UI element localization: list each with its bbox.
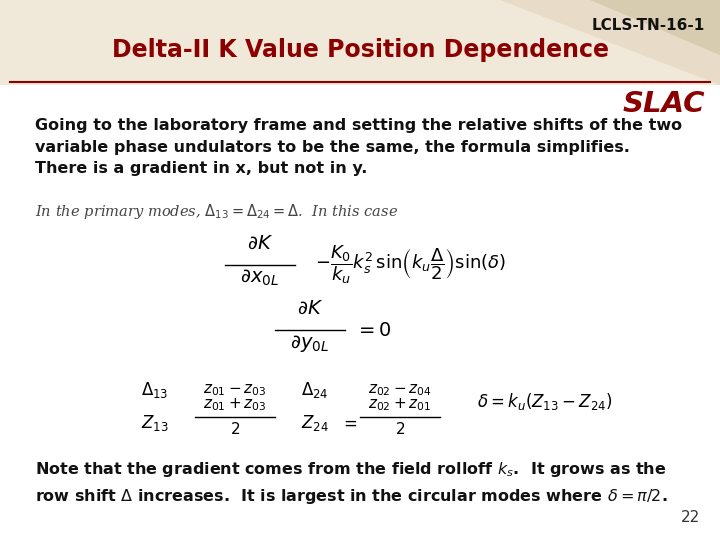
Bar [0, 0, 720, 85]
Text: $2$: $2$ [395, 421, 405, 437]
Text: $\partial K$: $\partial K$ [297, 299, 323, 318]
Text: $Z_{13}$: $Z_{13}$ [141, 413, 168, 433]
Text: $z_{01} + z_{03}$: $z_{01} + z_{03}$ [203, 396, 266, 413]
Text: $z_{02} + z_{01}$: $z_{02} + z_{01}$ [369, 396, 432, 413]
Text: Going to the laboratory frame and setting the relative shifts of the two
variabl: Going to the laboratory frame and settin… [35, 118, 682, 176]
Text: $-\dfrac{K_0}{k_u}k_s^2\,\sin\!\left(k_u\dfrac{\Delta}{2}\right)\sin(\delta)$: $-\dfrac{K_0}{k_u}k_s^2\,\sin\!\left(k_u… [315, 244, 506, 286]
Text: $2$: $2$ [230, 421, 240, 437]
Text: $\Delta_{13}$: $\Delta_{13}$ [141, 380, 168, 400]
Text: SLAC: SLAC [623, 90, 705, 118]
Text: $=$: $=$ [340, 415, 357, 431]
Text: $Z_{24}$: $Z_{24}$ [301, 413, 329, 433]
Text: $\partial y_{0L}$: $\partial y_{0L}$ [290, 333, 330, 354]
Text: $z_{02} - z_{04}$: $z_{02} - z_{04}$ [368, 382, 432, 398]
Text: $= 0$: $= 0$ [355, 321, 392, 340]
Polygon shape [590, 0, 720, 55]
Text: $\partial K$: $\partial K$ [247, 234, 273, 253]
Text: Note that the gradient comes from the field rolloff $k_s$.  It grows as the
row : Note that the gradient comes from the fi… [35, 460, 667, 505]
Text: $\delta = k_u\left(Z_{13} - Z_{24}\right)$: $\delta = k_u\left(Z_{13} - Z_{24}\right… [477, 392, 613, 413]
Text: $\partial x_{0L}$: $\partial x_{0L}$ [240, 268, 279, 288]
Text: LCLS-TN-16-1: LCLS-TN-16-1 [592, 18, 705, 33]
Text: Delta-II K Value Position Dependence: Delta-II K Value Position Dependence [112, 38, 608, 62]
Text: $z_{01} - z_{03}$: $z_{01} - z_{03}$ [203, 382, 266, 398]
Text: $\Delta_{24}$: $\Delta_{24}$ [301, 380, 329, 400]
Polygon shape [500, 0, 720, 85]
Text: 22: 22 [680, 510, 700, 525]
Text: In the primary modes, $\Delta_{13} = \Delta_{24} = \Delta$.  In this case: In the primary modes, $\Delta_{13} = \De… [35, 202, 398, 221]
